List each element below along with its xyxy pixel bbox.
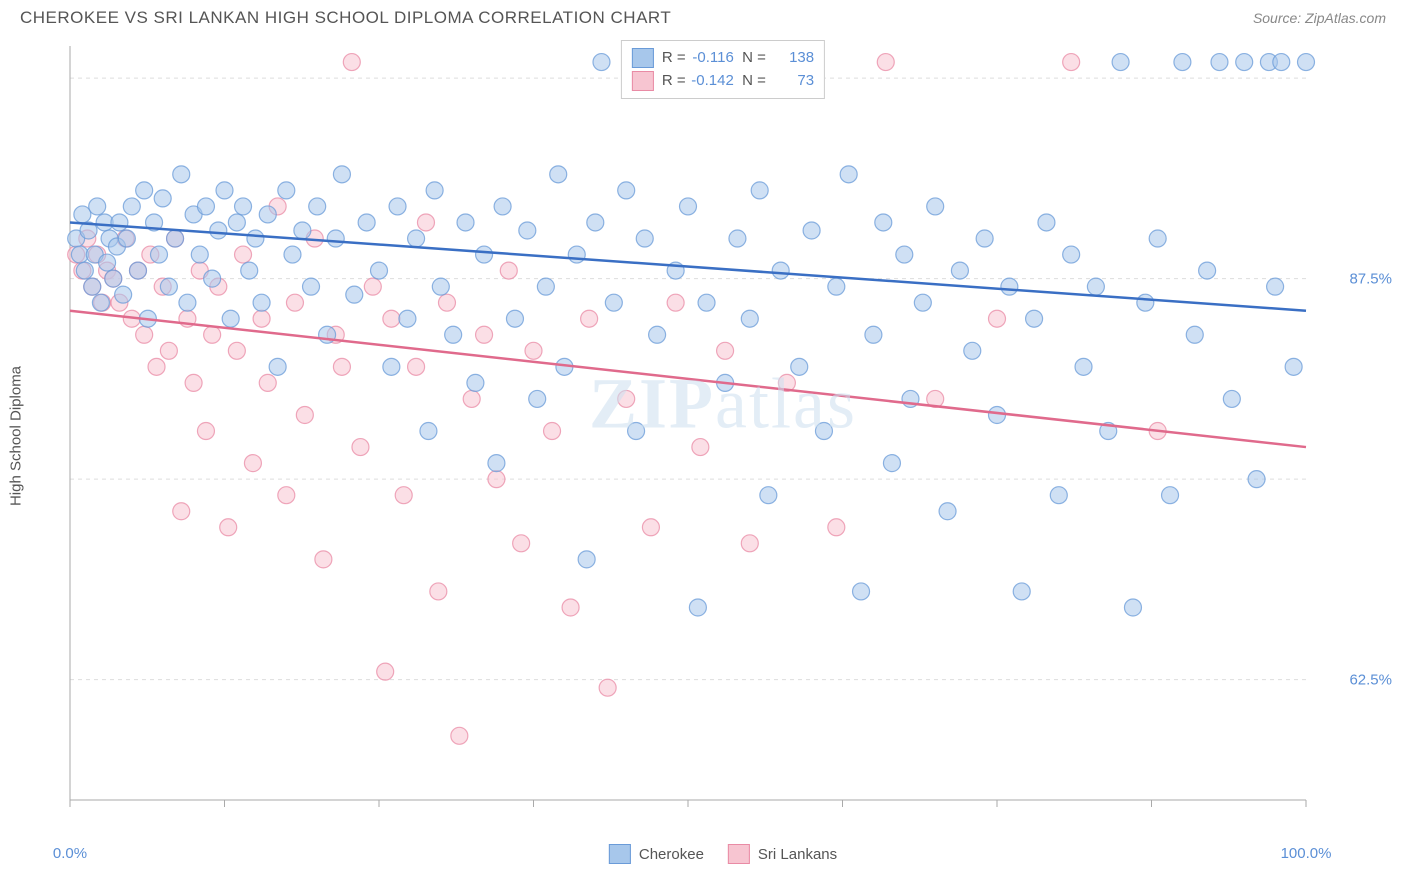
chart-header: CHEROKEE VS SRI LANKAN HIGH SCHOOL DIPLO… <box>0 0 1406 32</box>
x-tick-label: 0.0% <box>53 845 87 862</box>
legend-item: Sri Lankans <box>728 844 837 864</box>
legend-item: Cherokee <box>609 844 704 864</box>
stats-row: R = -0.116 N = 138 <box>632 47 814 70</box>
legend-label: Sri Lankans <box>758 846 837 863</box>
y-tick-label: 87.5% <box>1349 270 1392 287</box>
stats-swatch <box>632 48 654 68</box>
stats-row: R = -0.142 N = 73 <box>632 70 814 93</box>
y-axis-label: High School Diploma <box>8 366 25 506</box>
chart-container: High School Diploma ZIPatlas 62.5%87.5%0… <box>60 36 1386 836</box>
stats-legend-box: R = -0.116 N = 138R = -0.142 N = 73 <box>621 40 825 99</box>
legend-swatch <box>609 844 631 864</box>
stats-swatch <box>632 71 654 91</box>
legend-label: Cherokee <box>639 846 704 863</box>
scatter-chart <box>60 36 1386 836</box>
x-tick-label: 100.0% <box>1281 845 1332 862</box>
x-axis-legend: Cherokee Sri Lankans <box>609 844 837 864</box>
chart-title: CHEROKEE VS SRI LANKAN HIGH SCHOOL DIPLO… <box>20 8 671 28</box>
chart-source: Source: ZipAtlas.com <box>1253 10 1386 26</box>
legend-swatch <box>728 844 750 864</box>
y-tick-label: 62.5% <box>1349 671 1392 688</box>
